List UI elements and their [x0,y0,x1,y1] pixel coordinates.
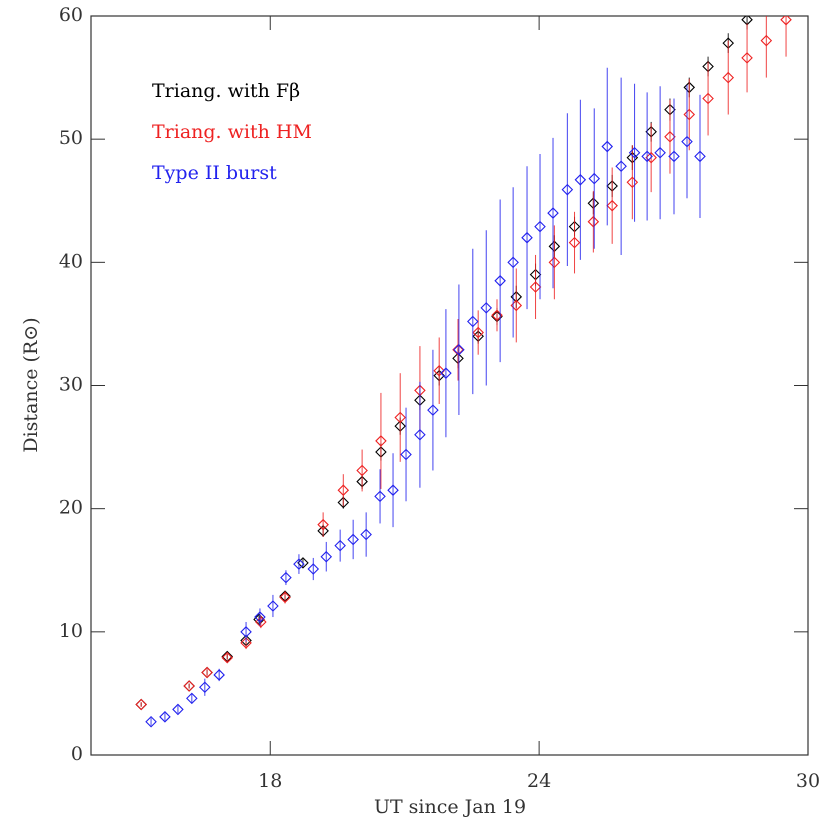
legend-entry: Type II burst [152,162,277,184]
legend-entry: Triang. with HM [152,121,312,143]
data-point [480,302,493,314]
data-point [199,681,211,694]
data-point [472,326,484,339]
data-point [664,130,676,143]
data-point [320,550,333,563]
data-point [267,600,279,612]
data-point [615,160,627,173]
data-point [433,364,445,377]
data-point [297,557,309,569]
data-point [347,533,359,546]
data-point [221,651,234,664]
data-point [374,490,386,503]
data-point [440,367,452,379]
y-tick-label: 10 [59,620,83,642]
data-point [529,281,542,293]
x-tick-label: 24 [527,770,551,792]
data-point [574,174,587,186]
data-point [626,176,639,189]
x-tick-label: 18 [258,770,282,792]
data-point [453,344,465,356]
data-point [221,650,234,663]
data-point [427,404,439,416]
data-point [334,539,346,552]
data-point [337,496,350,509]
plot-area [135,16,792,728]
data-point [172,703,184,716]
data-point [183,680,195,692]
data-point [240,637,252,649]
data-point [201,666,213,679]
data-point [722,71,735,84]
data-point [568,236,581,249]
x-axis-title: UT since Jan 19 [374,796,526,818]
data-point [387,484,399,496]
data-point [702,92,714,105]
data-point [375,435,387,447]
data-point [414,428,426,441]
data-point [400,448,412,461]
y-tick-label: 20 [59,497,83,519]
data-point [213,669,225,681]
data-point [360,528,372,541]
y-tick-label: 30 [59,374,83,396]
data-point [601,140,614,153]
data-point [494,275,506,287]
data-point [645,151,657,164]
y-axis-title: Distance (R⊙) [20,317,42,452]
data-point [135,698,147,711]
legend-entry: Triang. with Fβ [152,80,300,102]
data-point [356,464,368,477]
data-point [741,52,753,64]
data-point [159,711,171,723]
data-point [654,146,666,159]
data-point [337,484,350,496]
data-point [467,315,479,328]
data-point [681,135,693,148]
data-point [452,344,464,356]
data-point [628,146,641,159]
data-point [186,692,198,705]
data-point [521,231,533,244]
data-point [145,715,157,728]
data-point [606,199,618,212]
data-point [240,626,252,638]
data-point [561,183,574,196]
data-point [279,591,291,604]
data-point [760,34,773,47]
data-point [588,172,601,185]
data-point [534,220,546,233]
data-point [507,256,519,269]
data-point [394,411,406,424]
data-point [280,571,292,584]
x-tick-label: 30 [796,770,820,792]
y-tick-label: 0 [71,743,83,765]
y-tick-label: 50 [59,127,83,149]
data-point [641,150,653,163]
data-point [683,108,696,121]
data-point [547,207,559,219]
data-point [548,256,561,269]
data-point [668,150,680,163]
data-point [587,215,600,228]
data-point [293,558,305,570]
data-point [317,518,329,531]
data-point [307,563,320,575]
y-tick-label: 60 [59,4,83,26]
y-tick-label: 40 [59,250,83,272]
data-point [694,150,706,163]
data-point [254,611,266,623]
data-point [780,16,792,26]
